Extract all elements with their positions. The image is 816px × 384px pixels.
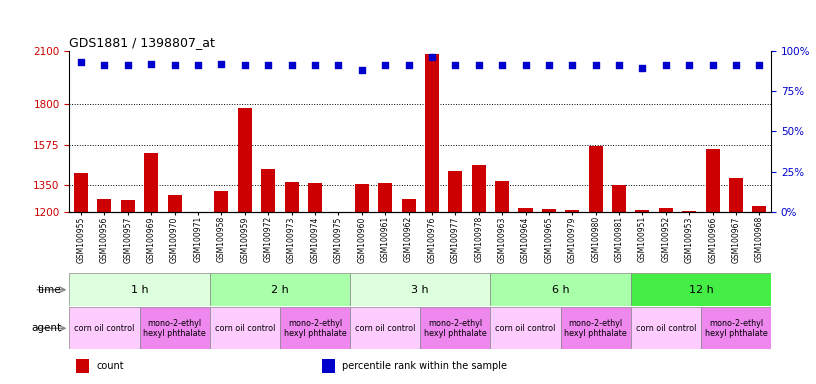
Bar	[561, 307, 631, 349]
Point	[472, 62, 486, 68]
Bar	[448, 171, 463, 212]
Point	[683, 62, 696, 68]
Bar	[144, 153, 158, 212]
Text: agent: agent	[31, 323, 61, 333]
Point	[98, 62, 111, 68]
Bar	[210, 273, 350, 306]
Point	[449, 62, 462, 68]
Text: 6 h: 6 h	[552, 285, 570, 295]
Bar	[588, 146, 603, 212]
Text: mono-2-ethyl
hexyl phthalate: mono-2-ethyl hexyl phthalate	[284, 319, 346, 338]
Bar	[420, 307, 490, 349]
Bar	[97, 199, 112, 212]
Bar	[701, 307, 771, 349]
Text: count: count	[96, 361, 124, 371]
Point	[753, 62, 766, 68]
Bar	[140, 307, 210, 349]
Text: corn oil control: corn oil control	[636, 324, 696, 333]
Bar	[167, 195, 182, 212]
Text: 12 h: 12 h	[689, 285, 713, 295]
Text: corn oil control: corn oil control	[495, 324, 556, 333]
Text: percentile rank within the sample: percentile rank within the sample	[342, 361, 507, 371]
Point	[730, 62, 743, 68]
Bar	[490, 307, 561, 349]
Point	[308, 62, 322, 68]
Bar	[378, 183, 392, 212]
Bar	[322, 359, 335, 373]
Point	[565, 62, 579, 68]
Bar	[355, 184, 369, 212]
Bar	[752, 206, 766, 212]
Point	[168, 62, 181, 68]
Point	[613, 62, 626, 68]
Bar	[706, 149, 720, 212]
Bar	[565, 210, 579, 212]
Bar	[542, 209, 556, 212]
Point	[543, 62, 556, 68]
Bar	[401, 199, 415, 212]
Text: corn oil control: corn oil control	[355, 324, 415, 333]
Point	[379, 62, 392, 68]
Text: 2 h: 2 h	[271, 285, 289, 295]
Bar	[682, 211, 696, 212]
Bar	[425, 54, 439, 212]
Text: mono-2-ethyl
hexyl phthalate: mono-2-ethyl hexyl phthalate	[565, 319, 627, 338]
Point	[74, 59, 87, 65]
Point	[402, 62, 415, 68]
Point	[519, 62, 532, 68]
Bar	[495, 180, 509, 212]
Bar	[285, 182, 299, 212]
Bar	[77, 359, 89, 373]
Point	[262, 62, 275, 68]
Point	[495, 62, 508, 68]
Bar	[69, 307, 140, 349]
Point	[706, 62, 719, 68]
Point	[238, 62, 251, 68]
Text: mono-2-ethyl
hexyl phthalate: mono-2-ethyl hexyl phthalate	[424, 319, 486, 338]
Bar	[631, 307, 701, 349]
Bar	[636, 210, 650, 212]
Text: 1 h: 1 h	[131, 285, 149, 295]
Bar	[210, 307, 280, 349]
Point	[285, 62, 298, 68]
Bar	[350, 307, 420, 349]
Point	[636, 65, 649, 71]
Point	[144, 61, 157, 67]
Bar	[612, 185, 626, 212]
Bar	[350, 273, 490, 306]
Bar	[490, 273, 631, 306]
Text: 3 h: 3 h	[411, 285, 429, 295]
Text: time: time	[38, 285, 61, 295]
Bar	[659, 209, 673, 212]
Bar	[729, 178, 743, 212]
Point	[425, 54, 438, 60]
Bar	[215, 191, 228, 212]
Point	[332, 62, 345, 68]
Bar	[261, 169, 275, 212]
Bar	[74, 172, 88, 212]
Bar	[308, 183, 322, 212]
Text: GDS1881 / 1398807_at: GDS1881 / 1398807_at	[69, 36, 215, 50]
Text: mono-2-ethyl
hexyl phthalate: mono-2-ethyl hexyl phthalate	[144, 319, 206, 338]
Bar	[69, 273, 210, 306]
Bar	[518, 209, 533, 212]
Point	[215, 61, 228, 67]
Bar	[631, 273, 771, 306]
Point	[122, 62, 135, 68]
Bar	[121, 200, 135, 212]
Text: mono-2-ethyl
hexyl phthalate: mono-2-ethyl hexyl phthalate	[705, 319, 767, 338]
Text: corn oil control: corn oil control	[215, 324, 275, 333]
Bar	[472, 166, 486, 212]
Bar	[280, 307, 350, 349]
Point	[192, 62, 205, 68]
Point	[355, 67, 368, 73]
Point	[589, 62, 602, 68]
Bar	[237, 108, 252, 212]
Text: corn oil control: corn oil control	[74, 324, 135, 333]
Point	[659, 62, 672, 68]
